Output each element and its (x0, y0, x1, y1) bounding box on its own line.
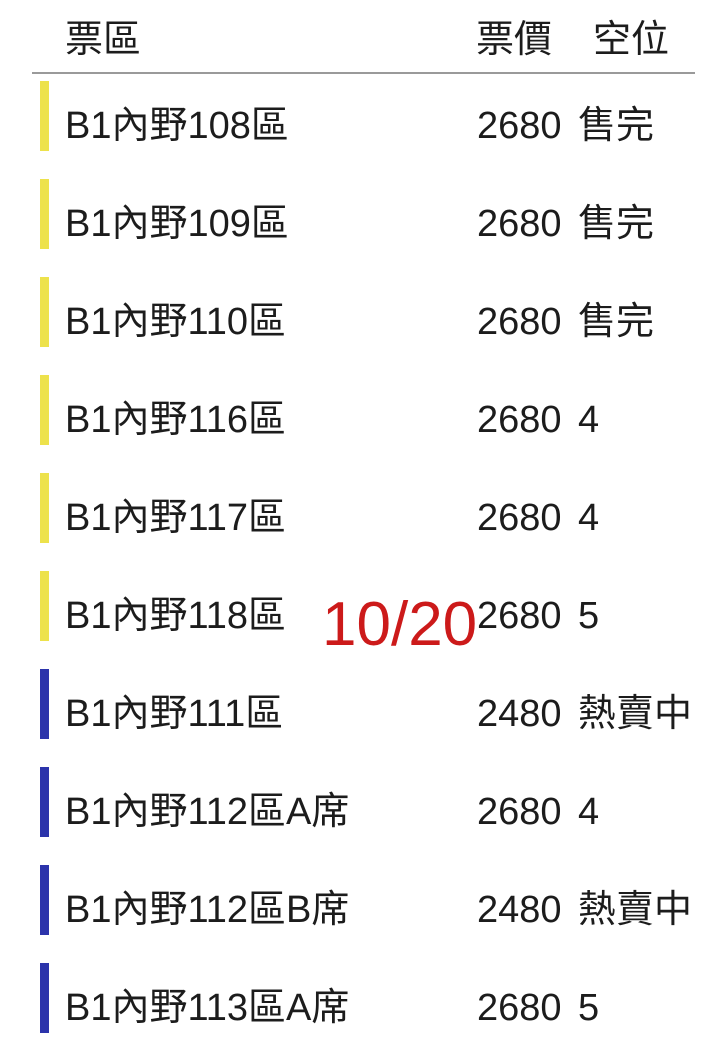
zone-name: B1內野116區 (65, 399, 287, 441)
zone-color-bar (40, 963, 49, 1033)
availability-status: 熱賣中 (578, 889, 693, 931)
ticket-price: 2680 (477, 987, 562, 1029)
ticket-price: 2480 (477, 889, 562, 931)
table-row[interactable]: B1內野117區 2680 4 (0, 468, 728, 566)
zone-color-bar (40, 669, 49, 739)
ticket-price: 2680 (477, 105, 562, 147)
header-price-label: 票價 (476, 19, 553, 61)
zone-name: B1內野112區A席 (65, 791, 350, 833)
table-row[interactable]: B1內野113區A席 2680 5 (0, 958, 728, 1056)
zone-color-bar (40, 81, 49, 151)
availability-status: 售完 (578, 105, 655, 147)
header-zone-label: 票區 (65, 19, 142, 61)
table-row[interactable]: B1內野111區 2480 熱賣中 (0, 664, 728, 762)
table-row[interactable]: B1內野112區A席 2680 4 (0, 762, 728, 860)
ticket-price: 2680 (477, 399, 562, 441)
table-row[interactable]: B1內野118區 10/20 2680 5 (0, 566, 728, 664)
availability-status: 5 (578, 595, 600, 637)
zone-color-bar (40, 277, 49, 347)
zone-color-bar (40, 865, 49, 935)
table-row[interactable]: B1內野109區 2680 售完 (0, 174, 728, 272)
zone-name: B1內野112區B席 (65, 889, 350, 931)
table-row[interactable]: B1內野116區 2680 4 (0, 370, 728, 468)
zone-color-bar (40, 767, 49, 837)
availability-status: 熱賣中 (578, 693, 693, 735)
availability-status: 售完 (578, 203, 655, 245)
ticket-price: 2680 (477, 497, 562, 539)
zone-color-bar (40, 375, 49, 445)
zone-color-bar (40, 571, 49, 641)
zone-name: B1內野117區 (65, 497, 287, 539)
header-status-label: 空位 (593, 19, 670, 61)
availability-status: 5 (578, 987, 600, 1029)
date-annotation: 10/20 (322, 590, 478, 659)
ticket-price: 2680 (477, 595, 562, 637)
zone-name: B1內野113區A席 (65, 987, 350, 1029)
ticket-price: 2680 (477, 301, 562, 343)
zone-name: B1內野118區 (65, 595, 287, 637)
ticket-price: 2480 (477, 693, 562, 735)
zone-name: B1內野110區 (65, 301, 287, 343)
zone-name: B1內野108區 (65, 105, 289, 147)
zone-row-list: B1內野108區 2680 售完 B1內野109區 2680 售完 B1內野11… (0, 76, 728, 1056)
availability-status: 售完 (578, 301, 655, 343)
table-row[interactable]: B1內野112區B席 2480 熱賣中 (0, 860, 728, 958)
table-row[interactable]: B1內野110區 2680 售完 (0, 272, 728, 370)
zone-color-bar (40, 179, 49, 249)
table-row[interactable]: B1內野108區 2680 售完 (0, 76, 728, 174)
zone-name: B1內野111區 (65, 693, 284, 735)
table-header: 票區 票價 空位 (32, 0, 695, 74)
ticket-price: 2680 (477, 791, 562, 833)
availability-status: 4 (578, 497, 600, 539)
zone-color-bar (40, 473, 49, 543)
availability-status: 4 (578, 791, 600, 833)
availability-status: 4 (578, 399, 600, 441)
ticket-price: 2680 (477, 203, 562, 245)
zone-name: B1內野109區 (65, 203, 289, 245)
